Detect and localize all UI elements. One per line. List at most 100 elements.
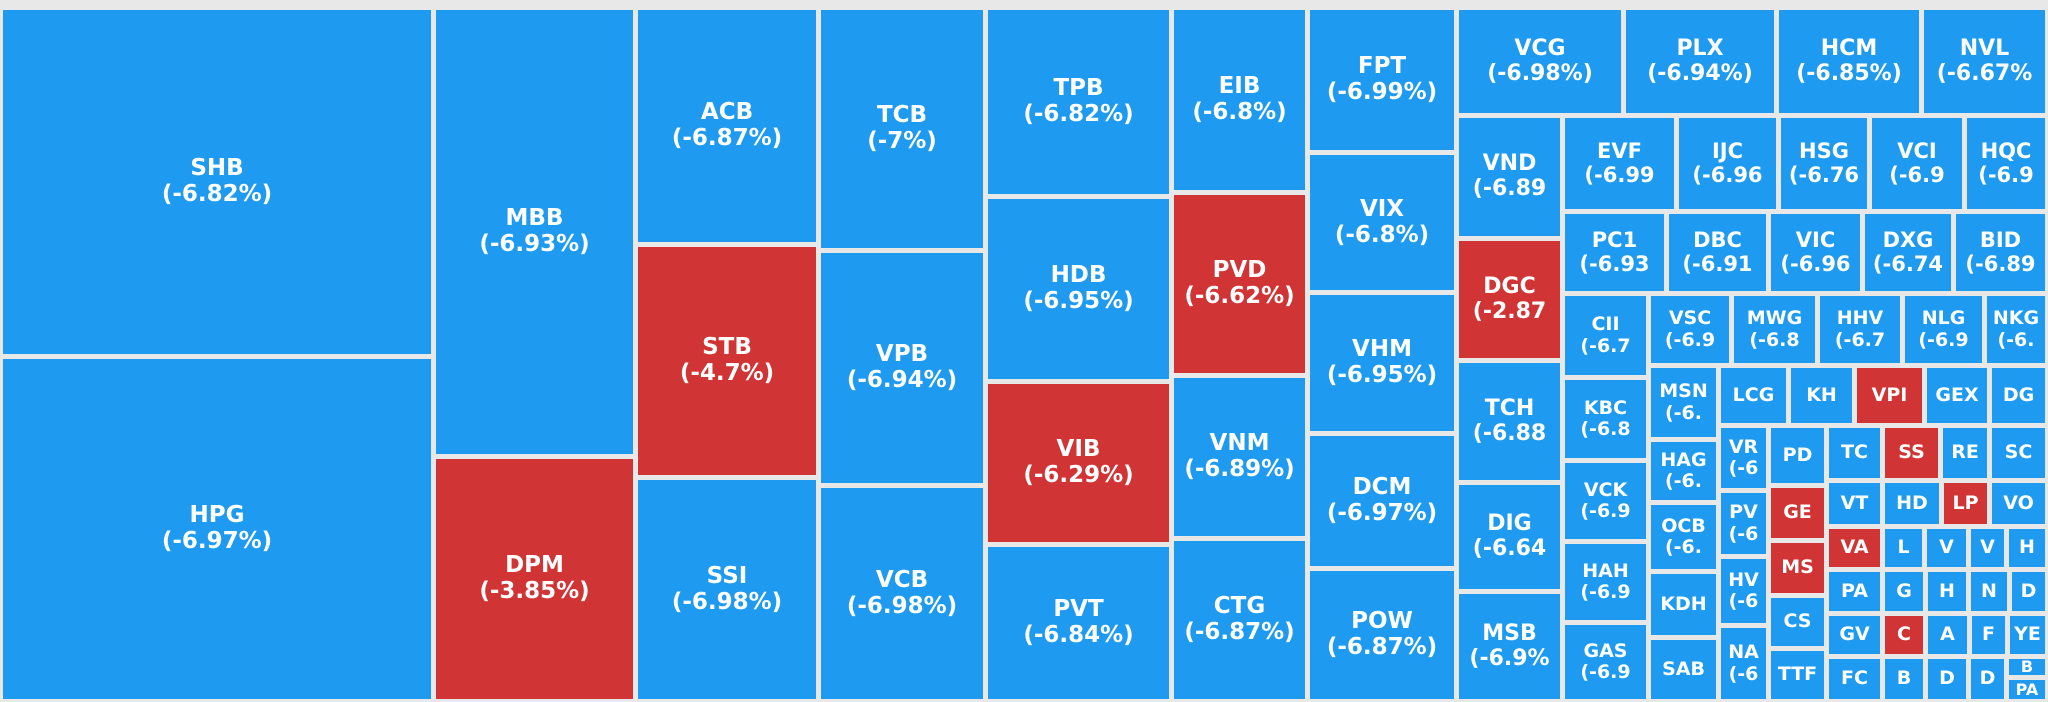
tile-ctg[interactable]: CTG (-6.87%) — [1171, 538, 1308, 702]
tile-gex[interactable]: GEX — [1924, 365, 1990, 426]
tile-re[interactable]: RE — [1940, 425, 1990, 481]
tile-vpb[interactable]: VPB (-6.94%) — [818, 250, 986, 486]
tile-dig[interactable]: DIG (-6.64 — [1456, 482, 1563, 592]
tile-na[interactable]: NA (-6 — [1718, 625, 1769, 702]
tile-hhv[interactable]: HHV (-6.7 — [1817, 293, 1903, 366]
tile-pd[interactable]: PD — [1768, 425, 1827, 486]
tile-lp[interactable]: LP — [1941, 480, 1990, 527]
tile-v[interactable]: V — [1924, 526, 1969, 570]
tile-a[interactable]: A — [1925, 613, 1970, 657]
tile-ms[interactable]: MS — [1768, 540, 1827, 596]
tile-hqc[interactable]: HQC (-6.9 — [1964, 115, 2048, 212]
tile-n[interactable]: N — [1968, 569, 2010, 614]
tile-ijc[interactable]: IJC (-6.96 — [1676, 115, 1779, 212]
tile-pa[interactable]: PA — [2006, 677, 2048, 702]
tile-msb[interactable]: MSB (-6.9% — [1456, 591, 1563, 702]
tile-pvt[interactable]: PVT (-6.84%) — [985, 544, 1172, 702]
tile-vr[interactable]: VR (-6 — [1718, 425, 1769, 491]
tile-hv[interactable]: HV (-6 — [1718, 556, 1769, 626]
tile-hcm[interactable]: HCM (-6.85%) — [1776, 7, 1922, 116]
tile-bid[interactable]: BID (-6.89 — [1953, 211, 2048, 294]
tile-ye[interactable]: YE — [2007, 613, 2048, 657]
tile-l[interactable]: L — [1882, 526, 1925, 570]
tile-sab[interactable]: SAB — [1648, 637, 1719, 702]
tile-nvl[interactable]: NVL (-6.67% — [1921, 7, 2048, 116]
tile-pvd[interactable]: PVD (-6.62%) — [1171, 192, 1308, 376]
tile-vcb[interactable]: VCB (-6.98%) — [818, 485, 986, 702]
tile-ttf[interactable]: TTF — [1768, 648, 1827, 702]
tile-dcm[interactable]: DCM (-6.97%) — [1307, 433, 1457, 569]
tile-vck[interactable]: VCK (-6.9 — [1562, 460, 1649, 542]
tile-eib[interactable]: EIB (-6.8%) — [1171, 7, 1308, 193]
tile-vpi[interactable]: VPI — [1854, 365, 1925, 426]
tile-sc[interactable]: SC — [1989, 425, 2048, 481]
tile-dgc[interactable]: DGC (-2.87 — [1456, 238, 1563, 361]
tile-v[interactable]: V — [1968, 526, 2007, 570]
tile-shb[interactable]: SHB (-6.82%) — [0, 7, 434, 357]
tile-hsg[interactable]: HSG (-6.76 — [1778, 115, 1870, 212]
tile-h[interactable]: H — [1925, 569, 1969, 614]
tile-tcb[interactable]: TCB (-7%) — [818, 7, 986, 251]
tile-tc[interactable]: TC — [1826, 425, 1883, 481]
tile-g[interactable]: G — [1882, 569, 1926, 614]
tile-stb[interactable]: STB (-4.7%) — [635, 244, 819, 478]
tile-lcg[interactable]: LCG — [1718, 365, 1789, 426]
tile-dbc[interactable]: DBC (-6.91 — [1666, 211, 1769, 294]
tile-hpg[interactable]: HPG (-6.97%) — [0, 356, 434, 702]
tile-vo[interactable]: VO — [1989, 480, 2048, 527]
tile-vhm[interactable]: VHM (-6.95%) — [1307, 292, 1457, 434]
tile-vnm[interactable]: VNM (-6.89%) — [1171, 375, 1308, 539]
tile-vic[interactable]: VIC (-6.96 — [1768, 211, 1863, 294]
tile-hdb[interactable]: HDB (-6.95%) — [985, 196, 1172, 382]
tile-vt[interactable]: VT — [1826, 480, 1883, 527]
tile-ocb[interactable]: OCB (-6. — [1648, 502, 1719, 572]
tile-d[interactable]: D — [2009, 569, 2048, 614]
tile-ssi[interactable]: SSI (-6.98%) — [635, 477, 819, 702]
tile-b[interactable]: B — [1882, 656, 1926, 702]
tile-pc1[interactable]: PC1 (-6.93 — [1562, 211, 1667, 294]
tile-hah[interactable]: HAH (-6.9 — [1562, 541, 1649, 623]
tile-tch[interactable]: TCH (-6.88 — [1456, 360, 1563, 483]
tile-gas[interactable]: GAS (-6.9 — [1562, 622, 1649, 702]
tile-hd[interactable]: HD — [1882, 480, 1942, 527]
tile-va[interactable]: VA — [1826, 526, 1883, 570]
tile-dg[interactable]: DG — [1989, 365, 2048, 426]
tile-kbc[interactable]: KBC (-6.8 — [1562, 377, 1649, 461]
tile-b[interactable]: B — [2006, 656, 2048, 678]
tile-msn[interactable]: MSN (-6. — [1648, 365, 1719, 440]
tile-mwg[interactable]: MWG (-6.8 — [1731, 293, 1818, 366]
tile-pv[interactable]: PV (-6 — [1718, 490, 1769, 557]
tile-cii[interactable]: CII (-6.7 — [1562, 293, 1649, 378]
tile-d[interactable]: D — [1968, 656, 2007, 702]
tile-f[interactable]: F — [1969, 613, 2008, 657]
tile-dpm[interactable]: DPM (-3.85%) — [433, 456, 636, 702]
tile-vnd[interactable]: VND (-6.89 — [1456, 115, 1563, 239]
tile-kh[interactable]: KH — [1788, 365, 1855, 426]
tile-pow[interactable]: POW (-6.87%) — [1307, 568, 1457, 702]
tile-c[interactable]: C — [1882, 613, 1926, 657]
tile-vsc[interactable]: VSC (-6.9 — [1648, 293, 1732, 366]
tile-acb[interactable]: ACB (-6.87%) — [635, 7, 819, 245]
tile-kdh[interactable]: KDH — [1648, 571, 1719, 638]
tile-nkg[interactable]: NKG (-6. — [1984, 293, 2048, 366]
tile-tpb[interactable]: TPB (-6.82%) — [985, 7, 1172, 197]
tile-nlg[interactable]: NLG (-6.9 — [1902, 293, 1985, 366]
tile-mbb[interactable]: MBB (-6.93%) — [433, 7, 636, 457]
tile-gv[interactable]: GV — [1826, 613, 1883, 657]
tile-hag[interactable]: HAG (-6. — [1648, 439, 1719, 503]
tile-evf[interactable]: EVF (-6.99 — [1562, 115, 1677, 212]
tile-vci[interactable]: VCI (-6.9 — [1869, 115, 1965, 212]
tile-vcg[interactable]: VCG (-6.98%) — [1456, 7, 1624, 116]
tile-fc[interactable]: FC — [1826, 656, 1883, 702]
tile-vib[interactable]: VIB (-6.29%) — [985, 381, 1172, 545]
tile-cs[interactable]: CS — [1768, 595, 1827, 649]
tile-h[interactable]: H — [2006, 526, 2048, 570]
tile-ge[interactable]: GE — [1768, 485, 1827, 541]
tile-dxg[interactable]: DXG (-6.74 — [1862, 211, 1954, 294]
tile-ss[interactable]: SS — [1882, 425, 1941, 481]
tile-plx[interactable]: PLX (-6.94%) — [1623, 7, 1777, 116]
tile-vix[interactable]: VIX (-6.8%) — [1307, 152, 1457, 293]
tile-d[interactable]: D — [1925, 656, 1969, 702]
tile-fpt[interactable]: FPT (-6.99%) — [1307, 7, 1457, 153]
tile-pa[interactable]: PA — [1826, 569, 1883, 614]
